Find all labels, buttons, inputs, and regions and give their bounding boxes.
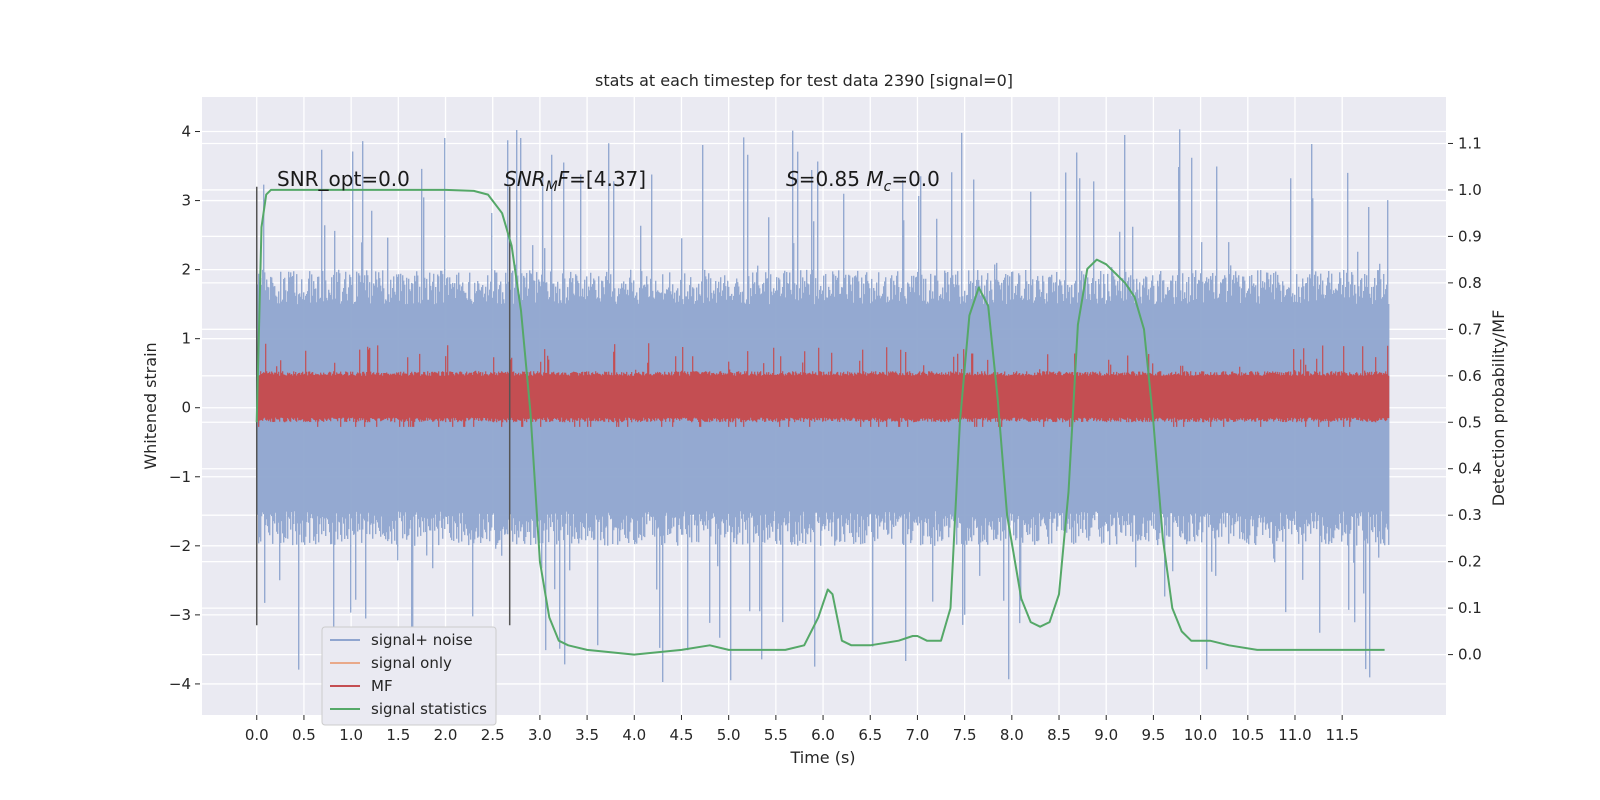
- annotation-snr-opt: SNR_opt=0.0: [277, 167, 410, 191]
- legend: signal+ noise signal only MF signal stat…: [321, 626, 497, 726]
- x-tick-label: 0.5: [292, 726, 316, 744]
- y-tick-label: 4: [181, 123, 191, 141]
- x-tick-label: 5.0: [717, 726, 741, 744]
- x-tick-label: 2.5: [481, 726, 505, 744]
- x-tick-label: 9.5: [1141, 726, 1165, 744]
- y-axis-left-ticks: −4 −3 −2 −1 0 1 2 3 4: [169, 123, 200, 693]
- signal-statistics-line: [255, 188, 1385, 656]
- y-right-tick-label: 0.4: [1458, 460, 1482, 478]
- y-tick-label: 0: [181, 399, 191, 417]
- y-tick-label: −3: [169, 606, 191, 624]
- x-tick-label: 9.0: [1094, 726, 1118, 744]
- x-tick-label: 2.0: [434, 726, 458, 744]
- legend-label-signal-only: signal only: [371, 654, 452, 672]
- legend-label-signal-statistics: signal statistics: [371, 700, 487, 718]
- y-tick-label: 3: [181, 192, 191, 210]
- annotation-snr-mf: SNRMF=[4.37]: [504, 167, 646, 195]
- y-tick-label: −1: [169, 468, 191, 486]
- legend-label-signal-noise: signal+ noise: [371, 631, 473, 649]
- series-signal-statistics: [255, 188, 1385, 656]
- y-right-tick-label: 0.9: [1458, 227, 1482, 245]
- chart-title: stats at each timestep for test data 239…: [595, 71, 1013, 90]
- x-tick-label: 3.5: [575, 726, 599, 744]
- x-axis-label: Time (s): [789, 748, 855, 767]
- x-tick-label: 6.0: [811, 726, 835, 744]
- y-right-tick-label: 0.0: [1458, 646, 1482, 664]
- y-right-tick-label: 0.2: [1458, 553, 1482, 571]
- x-tick-label: 10.5: [1231, 726, 1264, 744]
- x-tick-label: 5.5: [764, 726, 788, 744]
- y-axis-label: Whitened strain: [141, 342, 160, 469]
- y-right-tick-label: 0.3: [1458, 506, 1482, 524]
- x-tick-label: 7.0: [906, 726, 930, 744]
- x-tick-label: 4.5: [670, 726, 694, 744]
- x-tick-label: 1.5: [386, 726, 410, 744]
- y-axis-right-ticks: 0.0 0.1 0.2 0.3 0.4 0.5 0.6 0.7 0.8 0.9 1.0 1.1: [1448, 134, 1482, 664]
- x-tick-label: 10.0: [1184, 726, 1217, 744]
- y-tick-label: −4: [169, 675, 191, 693]
- x-tick-label: 1.0: [339, 726, 363, 744]
- y-right-tick-label: 0.1: [1458, 599, 1482, 617]
- y-right-tick-label: 0.6: [1458, 367, 1482, 385]
- annotation-s-mc: S=0.85 Mc=0.0: [786, 167, 940, 195]
- x-tick-label: 8.5: [1047, 726, 1071, 744]
- x-axis-ticks: 0.0 0.5 1.0 1.5 2.0 2.5 3.0 3.5 4.0 4.5 5.0 5.5 6.0 6…: [245, 715, 1359, 744]
- x-tick-label: 0.0: [245, 726, 269, 744]
- x-tick-label: 7.5: [953, 726, 977, 744]
- x-tick-label: 3.0: [528, 726, 552, 744]
- y-right-tick-label: 0.5: [1458, 413, 1482, 431]
- legend-box: [321, 626, 497, 726]
- y-right-tick-label: 0.7: [1458, 320, 1482, 338]
- x-tick-label: 8.0: [1000, 726, 1024, 744]
- y-right-tick-label: 1.1: [1458, 134, 1482, 152]
- x-tick-label: 11.0: [1278, 726, 1311, 744]
- x-tick-label: 11.5: [1325, 726, 1358, 744]
- legend-label-mf: MF: [371, 677, 393, 695]
- y-tick-label: −2: [169, 537, 191, 555]
- x-tick-label: 6.5: [858, 726, 882, 744]
- y-right-tick-label: 1.0: [1458, 181, 1482, 199]
- y-tick-label: 2: [181, 261, 191, 279]
- x-tick-label: 4.0: [622, 726, 646, 744]
- y-axis-right-label: Detection probability/MF: [1489, 310, 1508, 507]
- y-right-tick-label: 0.8: [1458, 274, 1482, 292]
- y-tick-label: 1: [181, 330, 191, 348]
